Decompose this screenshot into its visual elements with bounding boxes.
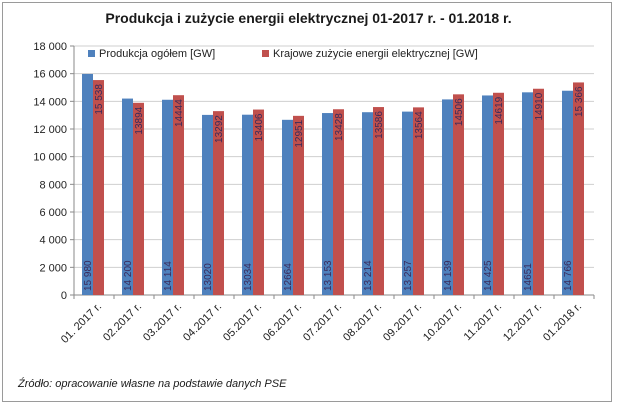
- data-label: 14 766: [563, 260, 574, 291]
- bar: [333, 109, 344, 295]
- data-label: 13020: [203, 263, 214, 291]
- x-tick-label: 05.2017 r.: [221, 301, 264, 344]
- data-label: 13292: [214, 115, 225, 143]
- bar: [442, 99, 453, 296]
- data-label: 13894: [134, 106, 145, 134]
- data-label: 14651: [523, 263, 534, 291]
- data-label: 13 214: [363, 260, 374, 291]
- y-tick-label: 4 000: [39, 235, 67, 247]
- x-tick-label: 03.2017 r.: [141, 301, 184, 344]
- y-tick-label: 8 000: [39, 179, 67, 191]
- legend-label: Produkcja ogółem [GW]: [99, 48, 215, 60]
- bar: [562, 90, 573, 295]
- data-label: 14 114: [163, 261, 174, 291]
- x-tick-label: 11.2017 r.: [462, 301, 505, 344]
- x-tick-label: 08.2017 r.: [341, 301, 384, 344]
- x-tick-label: 09.2017 r.: [381, 301, 424, 344]
- y-tick-label: 12 000: [33, 124, 67, 136]
- bar: [322, 113, 333, 295]
- bar: [493, 92, 504, 295]
- bar: [242, 114, 253, 295]
- data-label: 13 257: [403, 260, 414, 291]
- legend-label: Krajowe zużycie energii elektrycznej [GW…: [273, 48, 478, 60]
- data-label: 14910: [534, 92, 545, 120]
- data-label: 14 425: [483, 260, 494, 291]
- bar: [373, 107, 384, 295]
- bar: [173, 95, 184, 295]
- x-tick-label: 06.2017 r.: [261, 301, 304, 344]
- data-label: 12951: [294, 119, 305, 147]
- legend-swatch: [262, 50, 269, 57]
- data-label: 13564: [414, 111, 425, 139]
- bar: [122, 98, 133, 295]
- data-label: 14 200: [123, 260, 134, 291]
- bar: [213, 111, 224, 295]
- chart-title: Produkcja i zużycie energii elektrycznej…: [105, 10, 512, 26]
- y-tick-label: 6 000: [39, 207, 67, 219]
- x-tick-label: 04.2017 r.: [181, 301, 224, 344]
- bar: [162, 99, 173, 295]
- y-tick-label: 10 000: [33, 152, 67, 164]
- legend-swatch: [88, 50, 95, 57]
- y-tick-label: 0: [61, 290, 67, 302]
- data-label: 13586: [374, 111, 385, 139]
- data-label: 15 980: [83, 260, 94, 291]
- bar: [482, 95, 493, 296]
- bar: [573, 82, 584, 295]
- data-label: 15 366: [574, 86, 585, 117]
- bars: 15 980 14 200 14 114 13020 13034 12664 13 153 1…: [82, 73, 585, 296]
- data-label: 15 538: [94, 84, 105, 115]
- bar: [253, 109, 264, 296]
- bar: [533, 88, 544, 296]
- data-label: 13 153: [323, 260, 334, 291]
- bar: [82, 73, 93, 296]
- y-tick-label: 18 000: [33, 41, 67, 53]
- bar: [293, 115, 304, 295]
- x-tick-label: 01.2018 r.: [541, 301, 584, 344]
- bar: [453, 94, 464, 295]
- x-tick-label: 02.2017 r.: [101, 301, 144, 344]
- data-label: 14444: [174, 99, 185, 127]
- x-tick-label: 12.2017 r.: [501, 301, 544, 344]
- data-label: 14619: [494, 96, 505, 124]
- x-tick-label: 10.2017 r.: [421, 301, 464, 344]
- x-tick-label: 01. 2017 r.: [59, 301, 104, 346]
- bar: [413, 107, 424, 295]
- bar: [282, 119, 293, 295]
- legend: Produkcja ogółem [GW] Krajowe zużycie ene…: [88, 48, 478, 60]
- y-tick-label: 14 000: [33, 96, 67, 108]
- data-label: 14 139: [443, 260, 454, 291]
- bar: [362, 112, 373, 296]
- y-tick-label: 2 000: [39, 262, 67, 274]
- data-label: 12664: [283, 263, 294, 291]
- bar: [133, 102, 144, 295]
- bar: [93, 80, 104, 295]
- bar: [402, 111, 413, 295]
- x-tick-label: 07.2017 r.: [301, 301, 344, 344]
- bar: [522, 92, 533, 295]
- data-label: 13406: [254, 113, 265, 141]
- y-axis: 0 2 000 4 000 6 000 8 000 10 000 12 000 14 000 1…: [33, 41, 75, 302]
- data-label: 14506: [454, 98, 465, 126]
- bar: [202, 114, 213, 295]
- data-label: 13034: [243, 263, 254, 291]
- source-note: Źródło: opracowanie własne na podstawie …: [18, 378, 287, 390]
- data-label: 13428: [334, 113, 345, 141]
- x-axis: 01. 2017 r.02.2017 r.03.2017 r.04.2017 r…: [59, 295, 595, 346]
- y-tick-label: 16 000: [33, 69, 67, 81]
